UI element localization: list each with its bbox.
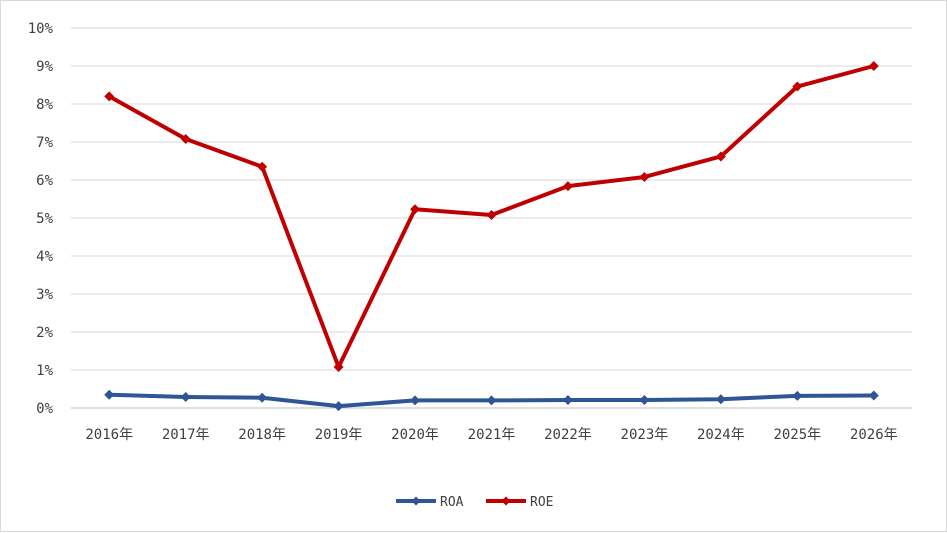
y-axis-ticks: 0% 1% 2% 3% 4% 5% 6% 7% 8% 9% 10% <box>28 21 54 417</box>
legend: ROA ROE <box>396 495 553 510</box>
roa-point-2026年 <box>868 390 879 401</box>
y-tick-label: 1% <box>36 363 53 379</box>
roe-point-2017年 <box>180 133 191 144</box>
y-tick-label: 4% <box>36 249 53 265</box>
y-tick-label: 2% <box>36 325 53 341</box>
roa-point-2022年 <box>562 395 573 406</box>
roe-point-2024年 <box>715 151 726 162</box>
x-tick-label: 2021年 <box>468 427 516 443</box>
legend-roa-marker <box>411 496 421 506</box>
roa-point-2016年 <box>104 389 115 400</box>
x-tick-label: 2025年 <box>773 427 821 443</box>
legend-roa-label: ROA <box>440 495 464 510</box>
y-tick-label: 3% <box>36 287 53 303</box>
x-tick-label: 2018年 <box>238 427 286 443</box>
x-tick-label: 2026年 <box>850 427 898 443</box>
roa-point-2021年 <box>486 395 497 406</box>
roe-point-2016年 <box>104 91 115 102</box>
y-tick-label: 8% <box>36 97 53 113</box>
x-tick-label: 2022年 <box>544 427 592 443</box>
roe-point-2020年 <box>410 204 421 215</box>
roa-point-2017年 <box>180 391 191 402</box>
roe-point-2018年 <box>257 161 268 172</box>
y-tick-label: 7% <box>36 135 53 151</box>
x-tick-label: 2016年 <box>85 427 133 443</box>
roe-point-2022年 <box>562 181 573 192</box>
x-tick-label: 2023年 <box>621 427 669 443</box>
roa-point-2020年 <box>410 395 421 406</box>
roe-point-2021年 <box>486 209 497 220</box>
x-tick-label: 2019年 <box>315 427 363 443</box>
x-tick-label: 2020年 <box>391 427 439 443</box>
y-tick-label: 10% <box>28 21 54 37</box>
roe-point-2019年 <box>333 361 344 372</box>
roa-point-2018年 <box>257 392 268 403</box>
series-group <box>104 61 879 412</box>
roa-point-2023年 <box>639 395 650 406</box>
roe-point-2025年 <box>792 81 803 92</box>
x-tick-label: 2017年 <box>162 427 210 443</box>
y-tick-label: 6% <box>36 173 53 189</box>
x-tick-label: 2024年 <box>697 427 745 443</box>
roa-point-2019年 <box>333 401 344 412</box>
roe-point-2026年 <box>868 61 879 71</box>
legend-roe-marker <box>501 496 511 506</box>
roa-point-2024年 <box>715 394 726 405</box>
x-axis-ticks: 2016年 2017年 2018年 2019年 2020年 2021年 2022年 2023年… <box>85 427 897 443</box>
roe-point-2023年 <box>639 171 650 182</box>
roa-point-2025年 <box>792 390 803 401</box>
y-tick-label: 5% <box>36 211 53 227</box>
y-tick-label: 9% <box>36 59 53 75</box>
legend-roe-label: ROE <box>530 495 553 510</box>
y-tick-label: 0% <box>36 401 53 417</box>
